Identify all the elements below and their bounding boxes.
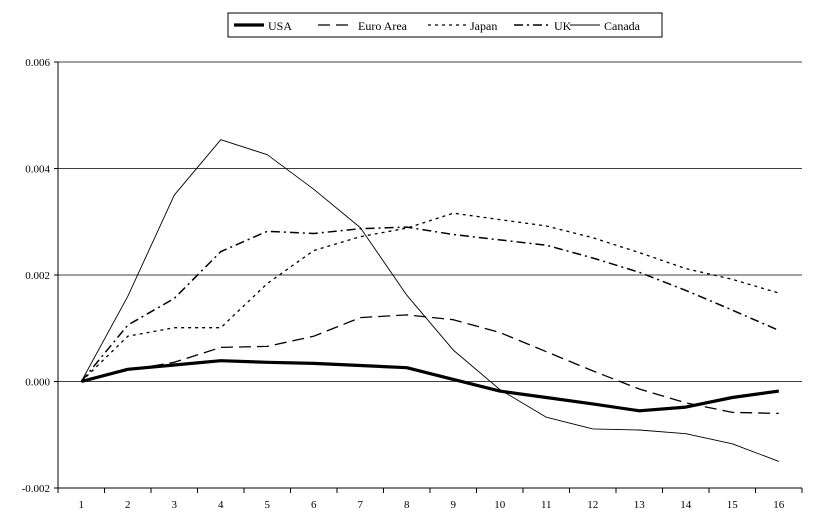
legend-label-euro-area: Euro Area — [358, 19, 408, 33]
legend-label-usa: USA — [268, 19, 292, 33]
grid-lines — [58, 61, 802, 382]
x-tick-label-15: 16 — [773, 499, 785, 511]
x-tick-label-11: 12 — [587, 499, 598, 511]
y-tick-label-0: -0.002 — [22, 483, 50, 495]
series-line-euro-area — [81, 314, 779, 415]
y-tick-label-3: 0.004 — [25, 164, 50, 176]
series-line-canada — [80, 139, 779, 462]
x-tick-label-13: 14 — [680, 499, 692, 511]
x-tick-label-4: 5 — [265, 499, 271, 511]
y-tick-label-2: 0.002 — [25, 270, 50, 282]
y-tick-label-1: 0.000 — [25, 377, 50, 389]
x-tick-label-3: 4 — [218, 499, 224, 511]
x-tick-label-7: 8 — [404, 499, 410, 511]
x-tick-label-14: 15 — [727, 499, 739, 511]
x-tick-label-6: 7 — [358, 499, 364, 511]
y-tick-label-4: 0.006 — [25, 57, 50, 69]
x-tick-label-0: 1 — [79, 499, 85, 511]
legend-label-uk: UK — [554, 19, 572, 33]
y-tick-labels: -0.002 0.000 0.002 0.004 0.006 — [22, 57, 51, 495]
legend-label-canada: Canada — [604, 19, 641, 33]
series-line-usa — [80, 359, 780, 413]
legend: USA Euro Area Japan UK Canada — [227, 12, 663, 38]
x-tick-label-12: 13 — [634, 499, 646, 511]
x-tick-label-8: 9 — [451, 499, 457, 511]
legend-label-japan: Japan — [470, 19, 497, 33]
x-tick-label-2: 3 — [172, 499, 178, 511]
series-line-japan — [80, 212, 779, 382]
series-lines — [80, 139, 780, 462]
x-tick-label-9: 10 — [494, 499, 506, 511]
x-tick-label-1: 2 — [125, 499, 131, 511]
x-tick-labels: 1 2 3 4 5 6 7 8 9 10 11 12 13 14 15 16 — [79, 499, 785, 511]
series-line-uk — [80, 226, 780, 382]
x-tick-label-10: 11 — [541, 499, 552, 511]
x-tick-label-5: 6 — [311, 499, 317, 511]
axes — [54, 61, 803, 493]
